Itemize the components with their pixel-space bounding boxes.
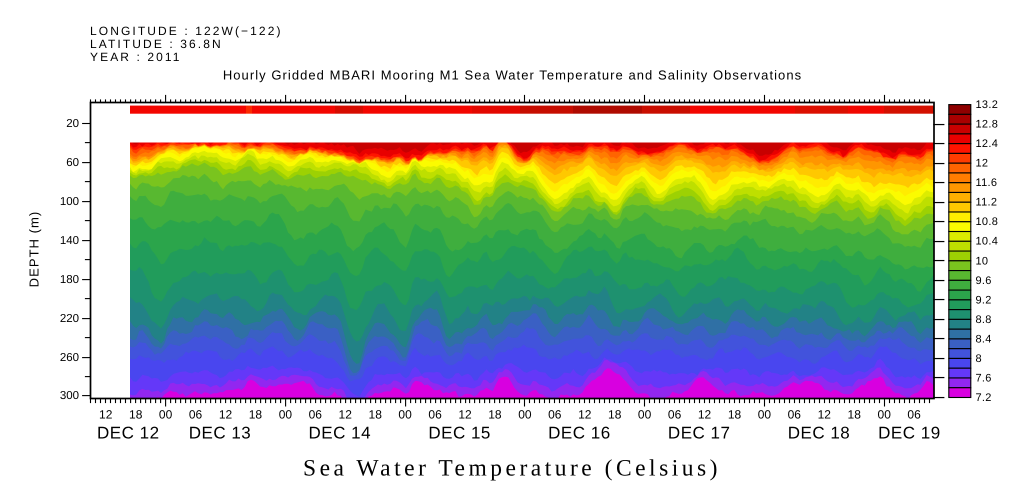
svg-text:260: 260 — [60, 352, 79, 364]
svg-text:Hourly Gridded MBARI Mooring M: Hourly Gridded MBARI Mooring M1 Sea Wate… — [223, 68, 802, 83]
svg-text:12: 12 — [219, 408, 233, 422]
svg-text:YEAR : 2011: YEAR : 2011 — [90, 50, 182, 64]
svg-text:140: 140 — [60, 235, 79, 247]
svg-text:12: 12 — [339, 408, 353, 422]
svg-text:DEC 19: DEC 19 — [878, 423, 941, 442]
svg-text:DEC 12: DEC 12 — [97, 423, 160, 442]
svg-text:12: 12 — [698, 408, 712, 422]
svg-text:DEC 17: DEC 17 — [668, 423, 731, 442]
svg-text:06: 06 — [428, 408, 442, 422]
svg-text:06: 06 — [309, 408, 323, 422]
svg-text:10.4: 10.4 — [976, 236, 999, 248]
svg-text:18: 18 — [129, 408, 143, 422]
svg-text:11.6: 11.6 — [976, 177, 998, 189]
svg-text:DEPTH (m): DEPTH (m) — [27, 211, 42, 288]
svg-text:100: 100 — [60, 196, 79, 208]
svg-text:00: 00 — [279, 408, 293, 422]
svg-text:00: 00 — [518, 408, 532, 422]
svg-text:12: 12 — [99, 408, 113, 422]
svg-text:00: 00 — [758, 408, 772, 422]
svg-text:06: 06 — [548, 408, 562, 422]
svg-text:7.6: 7.6 — [976, 372, 992, 384]
svg-text:06: 06 — [907, 408, 921, 422]
svg-text:10: 10 — [976, 255, 989, 267]
svg-text:DEC 16: DEC 16 — [548, 423, 611, 442]
svg-text:12.4: 12.4 — [976, 138, 999, 150]
svg-text:300: 300 — [60, 390, 79, 402]
svg-text:LONGITUDE : 122W(−122): LONGITUDE : 122W(−122) — [90, 24, 283, 38]
svg-text:00: 00 — [878, 408, 892, 422]
svg-text:8.8: 8.8 — [976, 314, 992, 326]
svg-text:180: 180 — [60, 274, 79, 286]
svg-text:20: 20 — [66, 118, 79, 130]
svg-text:11.2: 11.2 — [976, 197, 998, 209]
svg-text:06: 06 — [189, 408, 203, 422]
svg-text:18: 18 — [488, 408, 502, 422]
svg-text:DEC 18: DEC 18 — [788, 423, 851, 442]
svg-text:06: 06 — [668, 408, 682, 422]
svg-text:06: 06 — [788, 408, 802, 422]
svg-text:9.2: 9.2 — [976, 294, 992, 306]
svg-text:00: 00 — [638, 408, 652, 422]
svg-text:18: 18 — [249, 408, 263, 422]
svg-text:12: 12 — [458, 408, 472, 422]
svg-text:18: 18 — [369, 408, 383, 422]
svg-text:7.2: 7.2 — [976, 392, 992, 404]
svg-text:Sea Water Temperature (Celsius: Sea Water Temperature (Celsius) — [303, 456, 721, 482]
svg-text:8: 8 — [976, 353, 982, 365]
svg-text:00: 00 — [159, 408, 173, 422]
svg-text:18: 18 — [728, 408, 742, 422]
svg-text:13.2: 13.2 — [976, 99, 999, 111]
svg-text:DEC 13: DEC 13 — [189, 423, 252, 442]
svg-text:9.6: 9.6 — [976, 275, 992, 287]
svg-text:12: 12 — [976, 158, 989, 170]
svg-text:12: 12 — [818, 408, 832, 422]
svg-text:12: 12 — [578, 408, 592, 422]
svg-text:00: 00 — [398, 408, 412, 422]
svg-text:220: 220 — [60, 313, 79, 325]
svg-text:DEC 15: DEC 15 — [428, 423, 491, 442]
svg-text:LATITUDE : 36.8N: LATITUDE : 36.8N — [90, 37, 223, 51]
svg-text:10.8: 10.8 — [976, 216, 999, 228]
svg-text:12.8: 12.8 — [976, 119, 999, 131]
svg-text:8.4: 8.4 — [976, 333, 992, 345]
svg-text:18: 18 — [608, 408, 622, 422]
svg-text:DEC 14: DEC 14 — [309, 423, 372, 442]
svg-text:60: 60 — [66, 157, 79, 169]
svg-text:18: 18 — [848, 408, 862, 422]
